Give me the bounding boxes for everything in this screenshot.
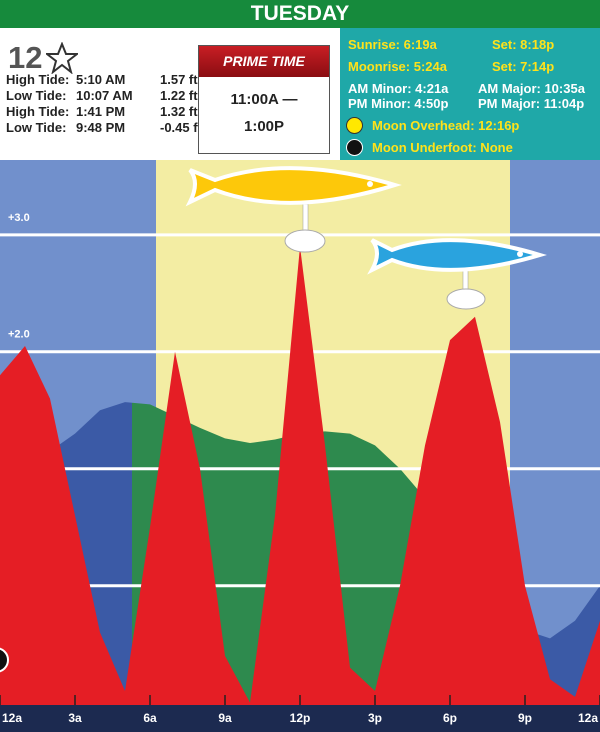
tide-label: High Tide: — [6, 72, 70, 87]
x-tick-label: 3a — [68, 711, 82, 725]
tide-time: 9:48 PM — [76, 120, 126, 135]
tide-label: Low Tide: — [6, 120, 67, 135]
moon-overhead: Moon Overhead: 12:16p — [372, 118, 520, 133]
sunset: Set: 8:18p — [492, 37, 555, 52]
star-icon — [46, 42, 78, 74]
x-tick-label: 6a — [143, 711, 157, 725]
x-tick-label: 6p — [443, 711, 457, 725]
tide-height: -0.45 ft. — [160, 120, 206, 135]
tide-height: 1.57 ft. — [160, 72, 202, 87]
moon-underfoot-marker — [0, 647, 9, 673]
y-tick-label: +3.0 — [8, 212, 30, 224]
activity-layer — [0, 246, 600, 705]
x-tick-label: 9p — [518, 711, 532, 725]
sunrise: Sunrise: 6:19a — [348, 37, 437, 52]
prime-time-box: PRIME TIME 11:00A — 1:00P — [198, 45, 330, 154]
x-tick-label: 9a — [218, 711, 232, 725]
minor-marker — [367, 238, 547, 310]
moon-underfoot: Moon Underfoot: None — [372, 140, 513, 155]
y-tick-label: +2.0 — [8, 329, 30, 341]
moon-overhead-icon — [346, 117, 363, 134]
moonset: Set: 7:14p — [492, 59, 555, 74]
prime-time-start: 11:00A — — [230, 91, 298, 108]
am-minor: AM Minor: 4:21a — [348, 81, 449, 96]
moonrise: Moonrise: 5:24a — [348, 59, 447, 74]
tide-panel: 12 High Tide: 5:10 AM 1.57 ft. Low Tide: 10:… — [0, 28, 340, 160]
tide-time: 5:10 AM — [76, 72, 126, 87]
x-tick-label: 3p — [368, 711, 382, 725]
x-axis: 12a 3a 6a 9a 12p 3p 6p 9p 12a — [0, 695, 600, 725]
day-header: TUESDAY — [0, 0, 600, 28]
time-axis-band — [0, 705, 600, 732]
pm-minor: PM Minor: 4:50p — [348, 96, 449, 111]
tide-label: High Tide: — [6, 104, 70, 119]
prime-time-end: 1:00P — [243, 118, 285, 135]
major-marker — [185, 166, 402, 253]
tide-height: 1.32 ft. — [160, 104, 202, 119]
tide-time: 10:07 AM — [76, 88, 133, 103]
sun-moon-panel: Sunrise: 6:19a Set: 8:18p Moonrise: 5:24… — [340, 28, 600, 160]
x-tick-label: 12a — [2, 711, 22, 725]
tide-height: 1.22 ft. — [160, 88, 202, 103]
prime-time-title: PRIME TIME — [199, 46, 329, 77]
tide-label: Low Tide: — [6, 88, 67, 103]
tide-time: 1:41 PM — [76, 104, 126, 119]
activity-area — [0, 246, 600, 705]
am-major: AM Major: 10:35a — [478, 81, 585, 96]
day-number: 12 — [8, 40, 43, 75]
x-tick-label: 12a — [578, 711, 598, 725]
x-tick-label: 12p — [290, 711, 311, 725]
moon-underfoot-icon — [346, 139, 363, 156]
pm-major: PM Major: 11:04p — [478, 96, 585, 111]
